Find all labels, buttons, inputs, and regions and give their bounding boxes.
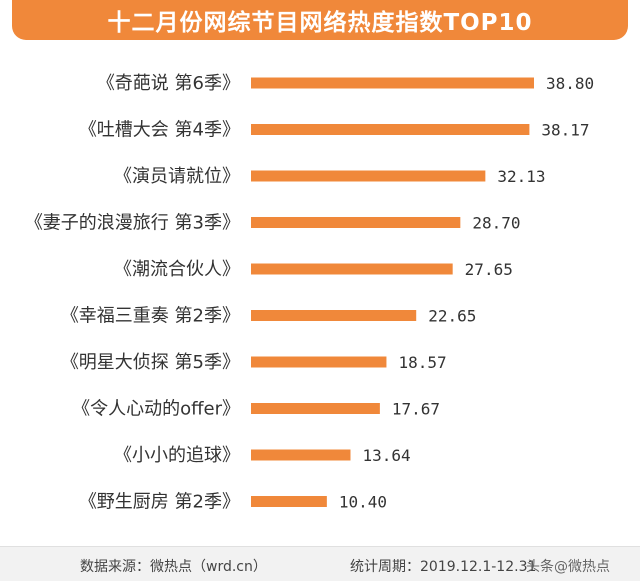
bar [251,217,461,228]
value-label: 13.64 [362,446,410,465]
category-label: 《妻子的浪漫旅行 第3季》 [25,213,240,234]
category-label: 《潮流合伙人》 [114,259,240,280]
watermark: 头条@微热点 [526,559,610,575]
chart-title: 十二月份网综节目网络热度指数TOP10 [107,10,533,36]
footer: 数据来源：微热点（wrd.cn） 统计周期：2019.12.1-12.31 头条… [0,546,640,581]
bar [251,170,486,182]
data-source: 数据来源：微热点（wrd.cn） [80,559,267,575]
bar [251,263,453,275]
category-label: 《小小的追球》 [114,445,240,466]
title-bar: 十二月份网综节目网络热度指数TOP10 [12,0,628,40]
value-label: 22.65 [428,307,476,326]
bar [251,310,417,321]
category-label: 《吐槽大会 第4季》 [79,120,240,141]
bar-chart: 《奇葩说 第6季》 38.80 《吐槽大会 第4季》 38.17 《演员请就位》 32.1… [25,73,594,513]
value-label: 18.57 [398,353,446,372]
category-label: 《演员请就位》 [114,166,240,187]
value-label: 38.80 [546,74,594,93]
statistics-period: 统计周期：2019.12.1-12.31 [350,559,537,575]
category-label: 《令人心动的offer》 [72,399,240,420]
bar [251,77,534,89]
category-label: 《奇葩说 第6季》 [97,73,240,94]
bar [251,403,380,414]
bar [251,449,351,461]
value-label: 28.70 [472,214,520,233]
value-label: 10.40 [339,493,387,512]
category-label: 《幸福三重奏 第2季》 [61,306,240,327]
value-label: 27.65 [465,260,513,279]
value-label: 38.17 [541,121,589,140]
category-label: 《野生厨房 第2季》 [79,492,240,513]
bar [251,124,530,135]
bar [251,496,327,507]
value-label: 17.67 [392,400,440,419]
value-label: 32.13 [497,167,545,186]
bar [251,356,387,368]
category-label: 《明星大侦探 第5季》 [61,352,240,373]
